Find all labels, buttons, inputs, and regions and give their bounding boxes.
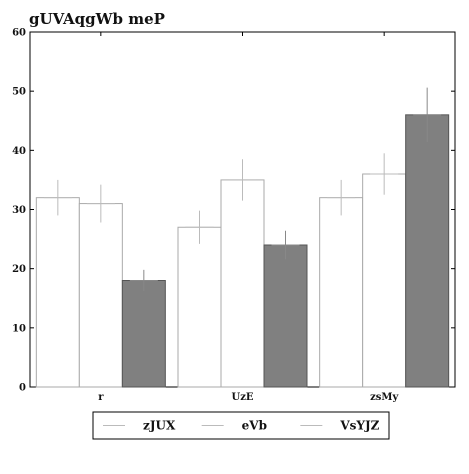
y-tick-label: 30 (12, 205, 26, 216)
y-tick-label: 10 (12, 323, 26, 334)
bar-eVb (78, 203, 123, 388)
bar-VsYJZ (405, 114, 450, 388)
bar-VsYJZ (121, 280, 166, 388)
bar-VsYJZ (263, 244, 308, 388)
bar-eVb (362, 173, 407, 388)
y-tick-label: 50 (12, 87, 26, 98)
chart-title: gUVAqgWb meP (29, 10, 165, 28)
y-tick-label: 40 (12, 146, 26, 157)
y-tick-label: 20 (12, 264, 26, 275)
y-tick-label: 60 (12, 28, 26, 39)
legend-label: zJUX (143, 419, 176, 433)
x-tick-label: r (98, 392, 104, 403)
x-tick-label: UzE (231, 392, 253, 403)
bar-zJUX (35, 197, 80, 388)
bar-eVb (220, 179, 265, 388)
x-tick-label: zsMy (370, 392, 399, 403)
legend-label: VsYJZ (339, 419, 379, 433)
bar-zJUX (319, 197, 364, 388)
legend-box (92, 411, 390, 440)
y-tick-label: 0 (19, 383, 26, 394)
bar-zJUX (177, 226, 222, 388)
legend-label: eVb (242, 419, 267, 433)
